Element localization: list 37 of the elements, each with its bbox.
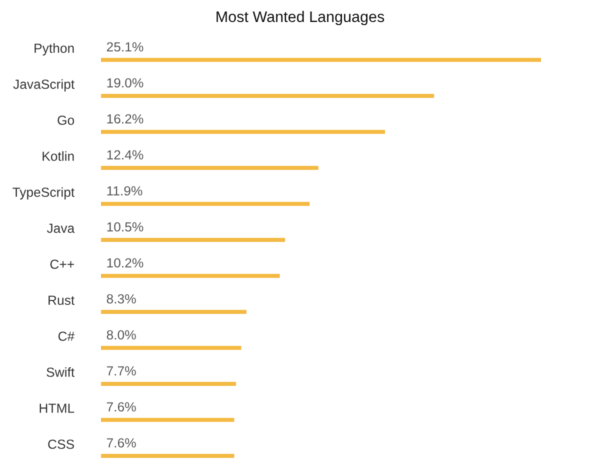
- bar: [101, 166, 318, 170]
- y-tick-label: Java: [46, 224, 75, 233]
- data-label: 8.3%: [106, 294, 136, 304]
- y-tick-label: C#: [58, 332, 75, 341]
- bar: [101, 58, 541, 62]
- data-label: 7.7%: [106, 366, 136, 376]
- y-tick-label: Python: [34, 43, 74, 56]
- bar: [101, 130, 385, 134]
- y-tick-label: JavaScript: [13, 79, 75, 92]
- bar: [101, 382, 236, 386]
- data-label: 7.6%: [106, 402, 136, 412]
- y-tick-label: HTML: [40, 404, 74, 413]
- data-label: 12.4%: [107, 150, 144, 160]
- bar: [101, 346, 242, 350]
- bar: [101, 454, 234, 458]
- bar: [101, 274, 280, 278]
- bar: [101, 202, 310, 206]
- y-tick-label: Go: [58, 116, 74, 125]
- data-label: 10.5%: [107, 222, 144, 232]
- data-label: 10.2%: [107, 258, 144, 268]
- data-label: 7.6%: [106, 438, 136, 448]
- data-label: 19.0%: [107, 78, 144, 88]
- chart-title: Most Wanted Languages: [216, 10, 384, 26]
- y-tick-label: TypeScript: [12, 187, 75, 200]
- data-label: 16.2%: [107, 114, 144, 124]
- bar: [101, 238, 286, 242]
- bar: [101, 94, 434, 98]
- y-tick-label: C++: [50, 260, 74, 269]
- data-label: 8.0%: [106, 330, 136, 340]
- bar: [101, 310, 246, 314]
- y-tick-label: Kotlin: [42, 151, 74, 161]
- data-label: 25.1%: [106, 42, 144, 52]
- y-tick-label: Rust: [48, 296, 75, 305]
- y-tick-label: CSS: [48, 440, 74, 449]
- y-tick-label: Swift: [46, 367, 75, 377]
- bar: [101, 418, 234, 422]
- data-label: 11.9%: [107, 186, 142, 196]
